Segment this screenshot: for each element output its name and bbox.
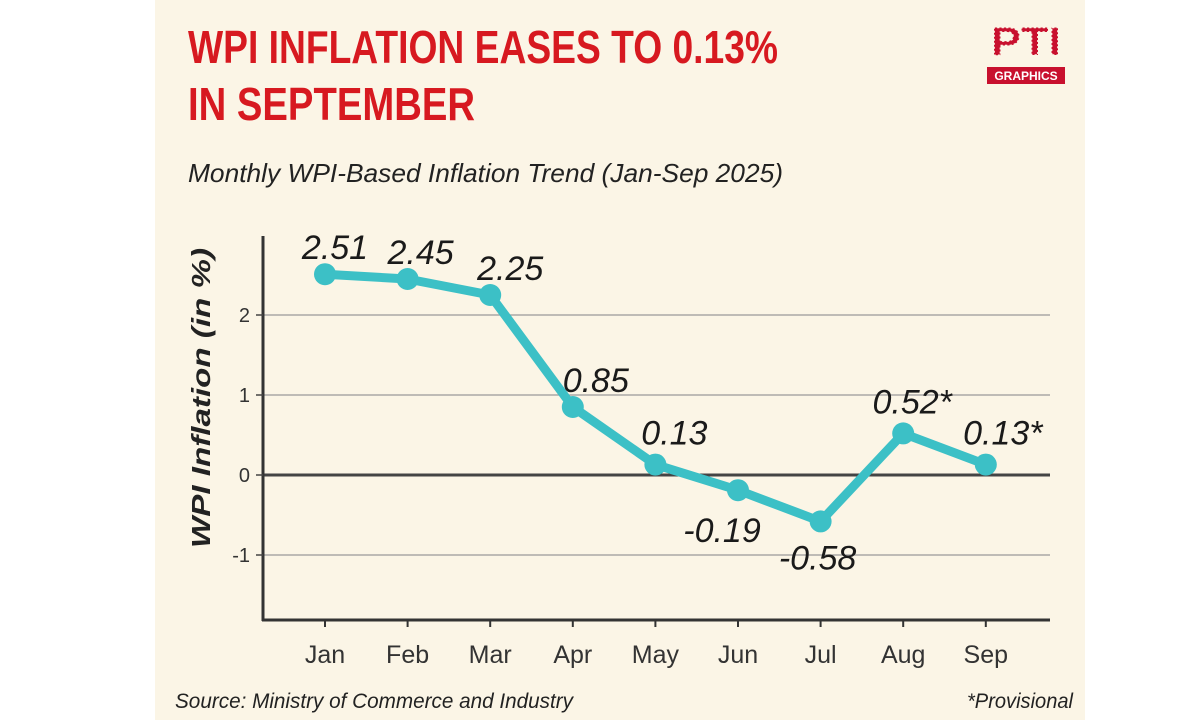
logo-mark: PTI bbox=[991, 20, 1061, 64]
data-label-jun: -0.19 bbox=[683, 512, 761, 550]
x-tick-label: Mar bbox=[469, 641, 512, 669]
data-point-feb bbox=[396, 268, 419, 290]
y-ticks: 2 1 0 -1 bbox=[232, 305, 263, 567]
x-tick-label: Jan bbox=[305, 641, 345, 669]
x-tick-label: Feb bbox=[386, 641, 429, 669]
data-labels: 2.51 2.45 2.25 0.85 0.13 -0.19 -0.58 0.52* 0.13* bbox=[301, 229, 1044, 577]
data-point-sep bbox=[974, 453, 997, 476]
y-tick-label: 0 bbox=[239, 465, 250, 487]
data-point-apr bbox=[561, 396, 584, 418]
data-label-mar: 2.25 bbox=[476, 250, 543, 288]
data-point-jun bbox=[727, 479, 749, 502]
source-note: Source: Ministry of Commerce and Industr… bbox=[175, 690, 574, 713]
x-tick-label: Aug bbox=[881, 641, 925, 669]
y-tick-label: 1 bbox=[239, 385, 250, 407]
data-point-aug bbox=[892, 422, 915, 445]
logo-tag: GRAPHICS bbox=[994, 69, 1057, 83]
data-point-mar bbox=[479, 284, 502, 306]
subtitle: Monthly WPI-Based Inflation Trend (Jan-S… bbox=[188, 158, 783, 188]
y-axis-title: WPI Inflation (in %) bbox=[186, 248, 216, 548]
provisional-footnote: *Provisional bbox=[967, 690, 1074, 713]
x-tick-label: Jun bbox=[718, 641, 758, 669]
data-label-jul: -0.58 bbox=[779, 539, 857, 577]
x-tick-label: Apr bbox=[553, 641, 592, 669]
pti-graphics-logo: PTI GRAPHICS bbox=[987, 19, 1065, 84]
title-line-2: IN SEPTEMBER bbox=[188, 78, 475, 130]
data-label-apr: 0.85 bbox=[563, 362, 629, 400]
data-label-feb: 2.45 bbox=[387, 234, 454, 272]
x-ticks: Jan Feb Mar Apr May Jun Jul Aug Sep bbox=[305, 620, 1008, 669]
x-tick-label: May bbox=[632, 641, 680, 669]
data-point-may bbox=[644, 453, 667, 476]
title-line-1: WPI INFLATION EASES TO 0.13% bbox=[188, 21, 778, 73]
y-tick-label: -1 bbox=[232, 545, 250, 567]
data-label-may: 0.13 bbox=[641, 415, 707, 453]
panel-background bbox=[155, 0, 1085, 720]
data-points bbox=[314, 263, 997, 533]
logo-tag-bg bbox=[987, 67, 1065, 84]
y-tick-label: 2 bbox=[239, 305, 250, 327]
data-label-jan: 2.51 bbox=[301, 229, 368, 267]
x-tick-label: Sep bbox=[964, 641, 1008, 669]
data-point-jul bbox=[809, 510, 832, 533]
data-label-sep: 0.13* bbox=[963, 415, 1044, 453]
data-label-aug: 0.52* bbox=[872, 383, 953, 421]
x-tick-label: Jul bbox=[805, 641, 837, 669]
data-point-jan bbox=[314, 263, 336, 286]
